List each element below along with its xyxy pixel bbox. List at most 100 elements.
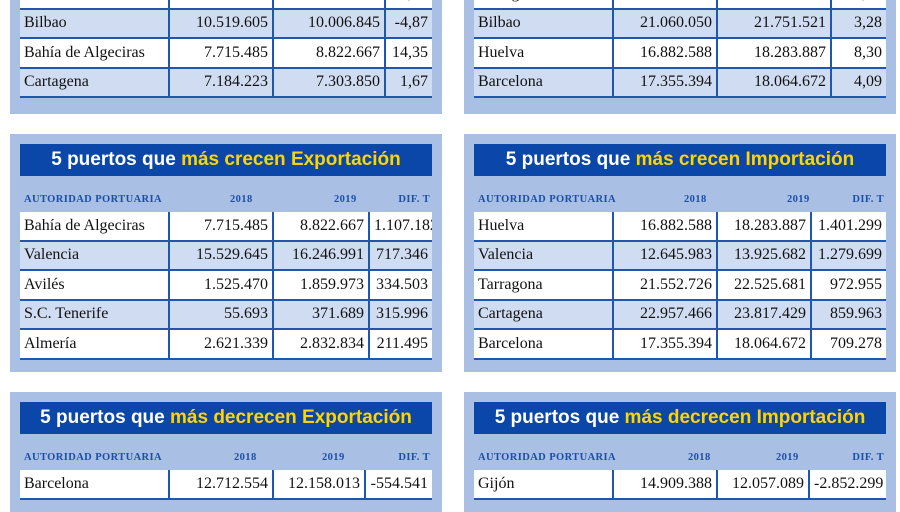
value-2019-cell: 8.822.667 (274, 212, 370, 242)
table-row: Bahía de Algeciras 7.715.485 8.822.667 1.10… (20, 212, 432, 242)
header-diff: DIF. T (398, 452, 430, 463)
port-cell: S.C. Tenerife (20, 300, 170, 330)
panel-title: 5 puertos que más crecen Exportación (20, 144, 432, 176)
title-prefix: 5 puertos que (40, 407, 171, 428)
diff-cell: -554.541 (366, 470, 432, 500)
diff-cell: 709.278 (812, 330, 886, 360)
diff-cell: 1.401.299 (812, 212, 886, 242)
table-row: Barcelona 17.355.394 18.064.672 4,09 (474, 68, 886, 98)
port-cell: Huelva (474, 212, 614, 242)
title-highlight: más crecen Exportación (181, 149, 401, 170)
value-2019-cell: 18.064.672 (718, 68, 832, 98)
value-2018-cell: 12.712.554 (170, 470, 274, 500)
value-2018-cell: 12.712.554 (170, 0, 274, 10)
diff-cell: 4,09 (832, 68, 886, 98)
diff-cell: 211.495 (370, 330, 432, 360)
port-cell: Huelva (474, 39, 614, 69)
title-highlight: más crecen Importación (635, 149, 855, 170)
table-row: Cartagena 22.957.466 23.817.429 859.963 (474, 300, 886, 330)
port-cell: Almería (20, 330, 170, 360)
diff-cell: 315.996 (370, 300, 432, 330)
value-2019-cell: 2.832.834 (274, 330, 370, 360)
header-2019: 2019 (334, 194, 357, 205)
header-2018: 2018 (230, 194, 253, 205)
header-authority: AUTORIDAD PORTUARIA (478, 452, 617, 463)
port-cell: Bahía de Algeciras (20, 212, 170, 242)
header-authority: AUTORIDAD PORTUARIA (478, 194, 617, 205)
header-2019: 2019 (787, 194, 810, 205)
title-highlight: más decrecen Exportación (170, 407, 412, 428)
table-row: Bilbao 10.519.605 10.006.845 -4,87 (20, 9, 432, 39)
value-2018-cell: 15.529.645 (170, 241, 274, 271)
title-prefix: 5 puertos que (494, 407, 625, 428)
value-2018-cell: 7.715.485 (170, 212, 274, 242)
value-2019-cell: 8.822.667 (274, 39, 386, 69)
value-2018-cell: 1.525.470 (170, 271, 274, 301)
diff-cell: 717.346 (370, 241, 432, 271)
value-2019-cell: 22.525.681 (718, 0, 832, 10)
value-2019-cell: 21.751.521 (718, 9, 832, 39)
value-2018-cell: 16.882.588 (614, 39, 718, 69)
diff-cell: -2.852.299 (810, 470, 886, 500)
column-headers: AUTORIDAD PORTUARIA 2018 2019 DIF. T (20, 189, 432, 211)
value-2018-cell: 17.355.394 (614, 330, 718, 360)
table-row: Cartagena 7.184.223 7.303.850 1,67 (20, 68, 432, 98)
panel-shrink-import: 5 puertos que más decrecen Importación A… (464, 392, 896, 512)
panel-title: 5 puertos que más crecen Importación (474, 144, 886, 176)
header-diff: DIF. T (398, 194, 430, 205)
table-row: Bahía de Algeciras 7.715.485 8.822.667 14,3… (20, 39, 432, 69)
table-row: Huelva 16.882.588 18.283.887 1.401.299 (474, 212, 886, 242)
table-row: Huelva 16.882.588 18.283.887 8,30 (474, 39, 886, 69)
column-headers: AUTORIDAD PORTUARIA 2018 2019 DIF. T (474, 189, 886, 211)
diff-cell: 14,35 (386, 39, 432, 69)
diff-cell: 334.503 (370, 271, 432, 301)
header-2019: 2019 (322, 452, 345, 463)
header-2019: 2019 (776, 452, 799, 463)
port-cell: Valencia (20, 241, 170, 271)
value-2019-cell: 22.525.681 (718, 271, 812, 301)
value-2018-cell: 22.957.466 (614, 300, 718, 330)
value-2019-cell: 1.859.973 (274, 271, 370, 301)
header-diff: DIF. T (852, 194, 884, 205)
value-2018-cell: 7.715.485 (170, 39, 274, 69)
table-row: Barcelona 12.712.554 12.158.013 -554.541 (20, 470, 432, 500)
value-2019-cell: 12.158.013 (274, 0, 386, 10)
value-2018-cell: 10.519.605 (170, 9, 274, 39)
port-cell: Barcelona (474, 68, 614, 98)
value-2019-cell: 16.246.991 (274, 241, 370, 271)
value-2019-cell: 18.283.887 (718, 39, 832, 69)
table-shrink-import: Gijón 14.909.388 12.057.089 -2.852.299 (474, 470, 886, 500)
panel-grow-import: 5 puertos que más crecen Importación AUT… (464, 134, 896, 372)
value-2019-cell: 18.283.887 (718, 212, 812, 242)
value-2018-cell: 55.693 (170, 300, 274, 330)
table-row: S.C. Tenerife 55.693 371.689 315.996 (20, 300, 432, 330)
table-row: Tarragona 21.552.726 22.525.681 972.955 (474, 271, 886, 301)
port-cell: Avilés (20, 271, 170, 301)
panel-title: 5 puertos que más decrecen Importación (474, 402, 886, 434)
panel-title: 5 puertos que más decrecen Exportación (20, 402, 432, 434)
table-row: Valencia 12.645.983 13.925.682 1.279.699 (474, 241, 886, 271)
table-row: Valencia 15.529.645 16.246.991 717.346 (20, 241, 432, 271)
value-2018-cell: 21.552.726 (614, 0, 718, 10)
table-shrink-export: Barcelona 12.712.554 12.158.013 -554.541 (20, 470, 432, 500)
panel-shrink-export: 5 puertos que más decrecen Exportación A… (10, 392, 442, 512)
diff-cell: 1,67 (386, 68, 432, 98)
port-cell: Valencia (474, 241, 614, 271)
value-2019-cell: 12.158.013 (274, 470, 366, 500)
port-cell: Barcelona (20, 0, 170, 10)
port-cell: Bahía de Algeciras (20, 39, 170, 69)
port-cell: Tarragona (474, 0, 614, 10)
value-2018-cell: 7.184.223 (170, 68, 274, 98)
value-2018-cell: 14.909.388 (614, 470, 718, 500)
port-cell: Barcelona (20, 470, 170, 500)
value-2019-cell: 7.303.850 (274, 68, 386, 98)
table-row: Gijón 14.909.388 12.057.089 -2.852.299 (474, 470, 886, 500)
port-cell: Gijón (474, 470, 614, 500)
diff-cell: -4,36 (386, 0, 432, 10)
diff-cell: 4,51 (832, 0, 886, 10)
diff-cell: 859.963 (812, 300, 886, 330)
value-2018-cell: 17.355.394 (614, 68, 718, 98)
